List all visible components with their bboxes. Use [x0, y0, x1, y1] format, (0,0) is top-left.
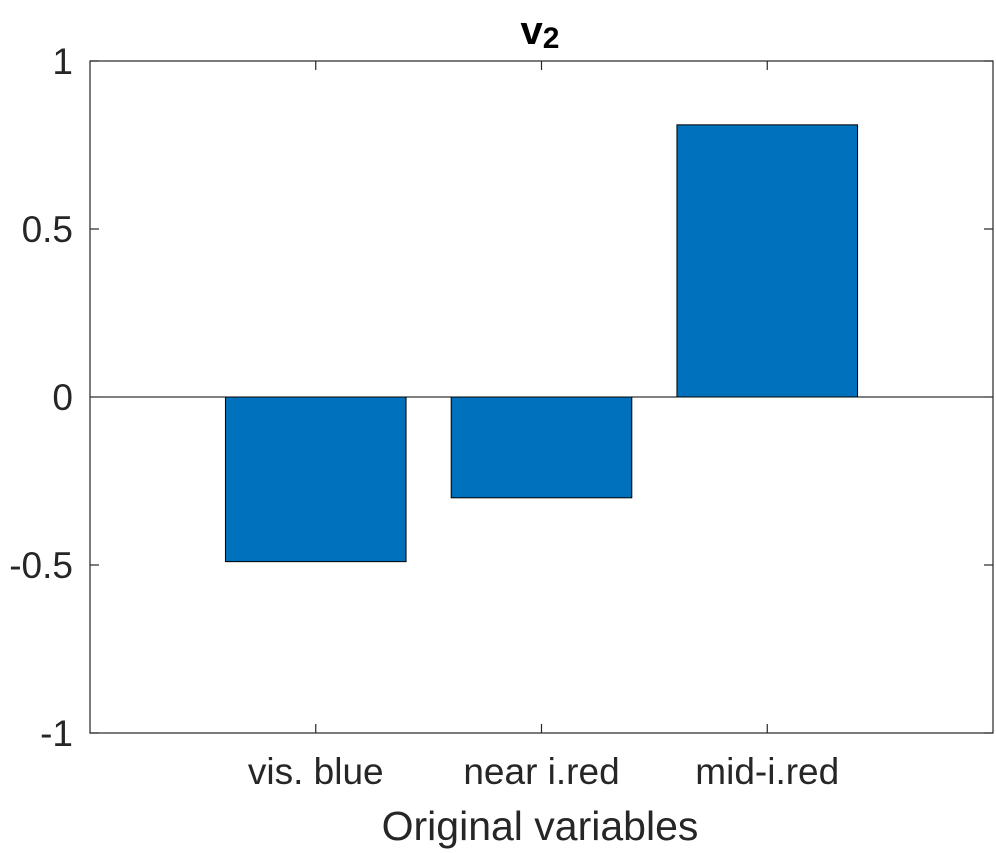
chart-title: v2: [521, 9, 560, 55]
chart-title-subscript: 2: [543, 22, 560, 55]
labels-layer: -1 -0.5 0 0.5 1 vis. blue near i.red mid-i.red: [9, 41, 839, 792]
y-tick-label: -1: [40, 713, 73, 754]
ticks-layer: [90, 60, 993, 734]
bars-layer: [224, 124, 859, 563]
x-axis-label: Original variables: [382, 803, 699, 849]
y-tick-label: 0: [52, 377, 73, 418]
y-tick-label: -0.5: [9, 545, 73, 586]
y-tick-label: 0.5: [22, 209, 73, 250]
bar-mid-i-red: [676, 124, 859, 398]
x-tick-label: vis. blue: [248, 751, 384, 792]
bar-near-i-red: [450, 396, 633, 499]
x-tick-label: near i.red: [463, 751, 619, 792]
chart-title-main: v: [521, 9, 544, 53]
bar-vis-blue: [224, 396, 407, 563]
y-tick-label: 1: [52, 41, 73, 82]
x-tick-label: mid-i.red: [695, 751, 839, 792]
